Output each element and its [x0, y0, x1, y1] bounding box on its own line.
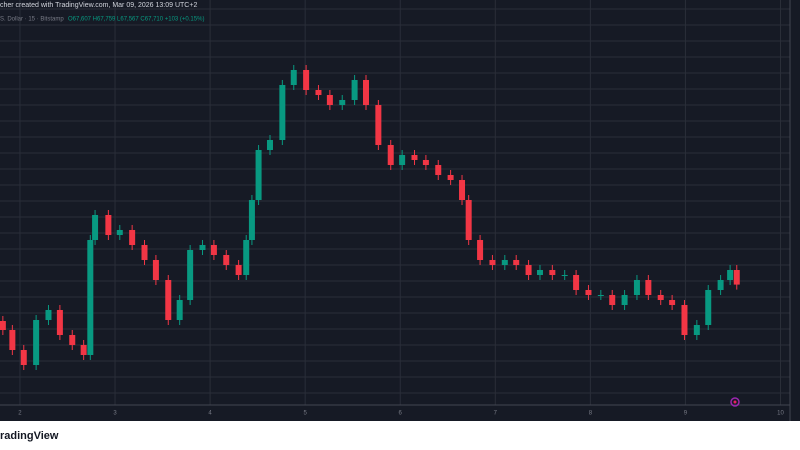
candle-body	[165, 280, 172, 320]
candle-body	[56, 310, 63, 335]
candle-body	[387, 145, 394, 165]
candle-body	[657, 295, 664, 300]
x-tick-label: 10	[777, 411, 784, 417]
candle-body	[45, 310, 52, 320]
candle-body	[92, 215, 99, 240]
candle-body	[116, 230, 123, 235]
indicator-icon	[730, 397, 740, 407]
grid	[0, 0, 790, 405]
candles	[0, 65, 740, 370]
candle-body	[279, 85, 286, 140]
candle-body	[266, 140, 273, 150]
x-tick-label: 9	[684, 411, 688, 417]
candle-body	[633, 280, 640, 295]
candle-body	[33, 320, 40, 365]
candle-body	[447, 175, 454, 180]
candle-body	[210, 245, 217, 255]
candle-body	[727, 270, 734, 280]
candle-body	[187, 250, 194, 300]
candle-body	[669, 300, 676, 305]
candle-body	[717, 280, 724, 290]
candle-body	[705, 290, 712, 325]
candle-body	[363, 80, 370, 105]
candle-body	[609, 295, 616, 305]
candle-body	[693, 325, 700, 335]
candle-body	[561, 275, 568, 276]
x-tick-label: 2	[18, 411, 22, 417]
x-tick-label: 5	[303, 411, 307, 417]
candle-body	[20, 350, 27, 365]
candle-body	[339, 100, 346, 105]
candle-body	[326, 95, 333, 105]
candle-body	[351, 80, 358, 100]
candle-body	[645, 280, 652, 295]
candle-body	[399, 155, 406, 165]
x-tick-label: 6	[399, 411, 403, 417]
candle-body	[199, 245, 206, 250]
candle-body	[315, 90, 322, 95]
candle-body	[87, 240, 94, 355]
candle-body	[141, 245, 148, 260]
candle-body	[525, 265, 532, 275]
ohlc-readout: O67,607 H67,759 L67,567 C67,710 +103 (+0…	[68, 17, 204, 23]
candle-body	[243, 240, 250, 275]
candle-body	[69, 335, 76, 345]
candle-body	[176, 300, 183, 320]
candle-body	[435, 165, 442, 175]
candle-body	[489, 260, 496, 265]
candle-body	[597, 295, 604, 296]
candle-body	[477, 240, 484, 260]
candle-body	[9, 330, 16, 350]
candle-body	[549, 270, 556, 275]
candle-body	[255, 150, 262, 200]
candle-body	[513, 260, 520, 265]
x-tick-label: 3	[113, 411, 117, 417]
x-axis: 2 3 4 5 6 7 8 9 10	[18, 411, 784, 417]
candle-body	[223, 255, 230, 265]
candle-body	[235, 265, 242, 275]
candle-body	[585, 290, 592, 295]
symbol-info: S. Dollar · 15 · Bitstamp	[0, 17, 64, 23]
candle-body	[248, 200, 255, 240]
candle-body	[105, 215, 112, 235]
candle-body	[465, 200, 472, 240]
candle-body	[501, 260, 508, 265]
x-tick-label: 4	[208, 411, 212, 417]
candle-body	[422, 160, 429, 165]
candle-body	[573, 275, 580, 290]
candle-body	[375, 105, 382, 145]
candle-body	[411, 155, 418, 160]
candle-body	[290, 70, 297, 85]
candle-body	[80, 345, 87, 355]
x-tick-label: 7	[494, 411, 498, 417]
candle-body	[129, 230, 136, 245]
brand-logo: radingView	[0, 430, 59, 442]
candle-body	[303, 70, 310, 90]
candle-body	[459, 180, 466, 200]
candle-body	[621, 295, 628, 305]
candle-body	[152, 260, 159, 280]
candle-body	[733, 270, 740, 285]
candle-body	[681, 305, 688, 335]
chart-title: cher created with TradingView.com, Mar 0…	[0, 2, 197, 9]
candle-body	[536, 270, 543, 275]
x-tick-label: 8	[589, 411, 593, 417]
candle-body	[0, 321, 6, 330]
indicator-icon-dot	[733, 400, 737, 404]
